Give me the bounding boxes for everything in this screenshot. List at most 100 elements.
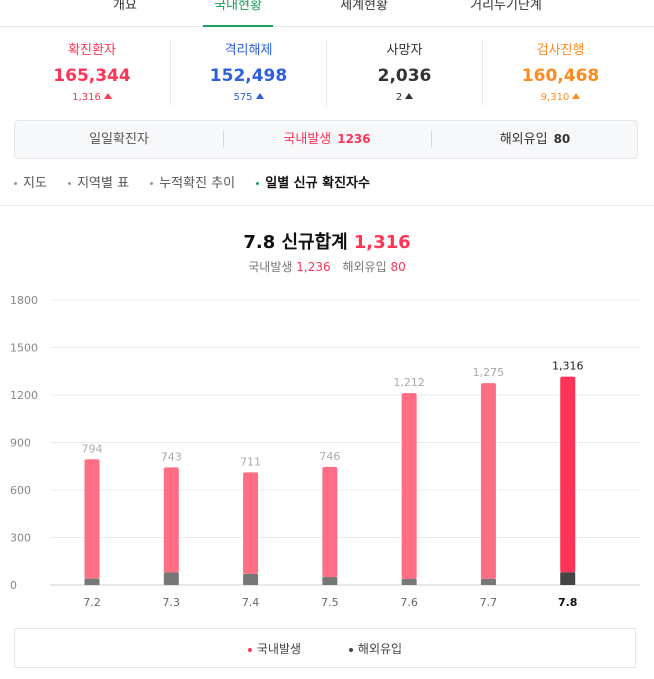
bar-domestic <box>480 383 496 579</box>
stat-testing: 검사진행 160,468 9,310 <box>482 40 638 106</box>
daily-domestic-value: 1236 <box>337 132 371 146</box>
x-tick-label: 7.2 <box>83 596 101 609</box>
top-tab-bar: 개요 국내현황 세계현황 거리두기단계 <box>0 0 654 27</box>
daily-overseas: 해외유입 80 <box>431 121 639 158</box>
bar-overseas <box>480 578 496 585</box>
y-tick-label: 300 <box>10 532 31 545</box>
subnav-label: 누적확진 추이 <box>159 176 236 191</box>
subtitle-overseas-value: 80 <box>390 260 406 274</box>
bullet-icon <box>14 182 17 185</box>
stat-confirmed: 확진환자 165,344 1,316 <box>14 40 170 106</box>
daily-domestic: 국내발생 1236 <box>223 121 431 158</box>
tab-overview[interactable]: 개요 <box>113 0 137 13</box>
bar-overseas <box>401 578 417 585</box>
bar-value-label: 1,275 <box>473 366 505 379</box>
x-tick-label: 7.4 <box>242 596 260 609</box>
bar-value-label: 1,316 <box>552 360 584 373</box>
bar-domestic <box>163 467 179 573</box>
subnav-daily-new-cases[interactable]: 일별 신규 확진자수 <box>256 172 370 191</box>
daily-confirmed-bar: 일일확진자 국내발생 1236 해외유입 80 <box>14 120 638 159</box>
bar-value-label: 794 <box>82 442 103 455</box>
chart-title: 7.8 신규합계 1,316 <box>0 228 654 254</box>
up-arrow-icon <box>255 93 264 99</box>
stat-value: 160,468 <box>521 66 600 86</box>
legend-item-overseas: 해외유입 <box>348 629 403 669</box>
tab-domestic-status[interactable]: 국내현황 <box>168 0 308 27</box>
subnav-label: 지역별 표 <box>77 176 130 191</box>
up-arrow-icon <box>103 93 112 99</box>
subnav-label: 일별 신규 확진자수 <box>265 176 370 191</box>
legend-item-domestic: 국내발생 <box>247 629 302 669</box>
stat-value: 152,498 <box>209 66 288 86</box>
bar-domestic <box>560 376 576 573</box>
y-tick-label: 900 <box>10 437 31 450</box>
subnav-map[interactable]: 지도 <box>14 172 47 191</box>
bar-domestic <box>322 466 338 578</box>
stat-deaths: 사망자 2,036 2 <box>326 40 482 106</box>
chart-title-prefix: 7.8 신규합계 <box>243 232 348 253</box>
bullet-icon <box>68 182 72 185</box>
bar-value-label: 1,212 <box>393 376 425 389</box>
stat-change-value: 1,316 <box>72 92 101 103</box>
stat-change: 2 <box>327 91 482 105</box>
sub-navigation: 지도 지역별 표 누적확진 추이 일별 신규 확진자수 <box>14 172 387 192</box>
stat-value: 165,344 <box>53 66 131 86</box>
bar-overseas <box>322 577 338 585</box>
legend-label: 해외유입 <box>357 642 403 656</box>
chart-title-value: 1,316 <box>353 232 411 253</box>
stat-value: 2,036 <box>377 66 432 86</box>
stat-change-value: 575 <box>233 92 253 103</box>
tab-world-status[interactable]: 세계현황 <box>340 0 388 13</box>
subtitle-domestic-value: 1,236 <box>296 260 331 274</box>
stat-change-value: 9,310 <box>540 92 570 103</box>
x-tick-label: 7.8 <box>558 596 578 609</box>
tab-distancing-level[interactable]: 거리두기단계 <box>470 0 542 13</box>
subnav-label: 지도 <box>23 176 47 191</box>
up-arrow-icon <box>405 93 414 99</box>
subtitle-overseas-label: 해외유입 <box>342 260 387 274</box>
daily-total-label: 일일확진자 <box>89 132 149 147</box>
legend-dot-icon <box>247 647 252 652</box>
bar-domestic <box>401 393 417 579</box>
daily-cases-bar-chart: 0 300 600 900 1200 1500 1800 794 7.2 743 7.3 711 7.4… <box>10 294 640 609</box>
bar-overseas <box>84 578 100 585</box>
subnav-region-table[interactable]: 지역별 표 <box>68 172 129 191</box>
bullet-icon <box>150 182 154 185</box>
chart-legend: 국내발생 해외유입 <box>14 628 636 668</box>
stat-released: 격리해제 152,498 575 <box>170 40 326 106</box>
section-divider <box>0 205 654 206</box>
bar-overseas <box>163 572 179 585</box>
bar-domestic <box>84 459 100 579</box>
bar-value-label: 743 <box>161 450 182 463</box>
daily-overseas-label: 해외유입 <box>499 132 548 147</box>
x-tick-label: 7.6 <box>400 596 418 609</box>
summary-stats: 확진환자 165,344 1,316 격리해제 152,498 575 사망자 … <box>14 40 638 106</box>
bar-domestic <box>243 472 259 574</box>
stat-label: 검사진행 <box>536 43 585 58</box>
subtitle-domestic-label: 국내발생 <box>248 260 293 274</box>
up-arrow-icon <box>572 93 581 99</box>
stat-change: 9,310 <box>483 91 638 105</box>
daily-domestic-label: 국내발생 <box>283 132 332 147</box>
stat-label: 사망자 <box>386 43 423 58</box>
y-tick-label: 1200 <box>10 389 38 402</box>
stat-change: 575 <box>171 91 326 105</box>
stat-change: 1,316 <box>14 91 170 105</box>
x-tick-label: 7.5 <box>321 596 339 609</box>
stat-change-value: 2 <box>395 92 403 103</box>
bar-value-label: 711 <box>240 455 261 468</box>
y-tick-label: 1800 <box>10 294 38 307</box>
stat-label: 격리해제 <box>224 43 273 58</box>
bar-overseas <box>243 573 259 585</box>
legend-label: 국내발생 <box>256 642 302 656</box>
stat-label: 확진환자 <box>68 43 116 58</box>
bar-value-label: 746 <box>319 450 340 463</box>
y-tick-label: 0 <box>10 579 17 592</box>
x-tick-label: 7.3 <box>163 596 181 609</box>
subnav-cumulative-trend[interactable]: 누적확진 추이 <box>150 172 235 191</box>
bullet-icon <box>256 182 260 185</box>
x-tick-label: 7.7 <box>480 596 498 609</box>
legend-dot-icon <box>348 647 353 652</box>
daily-overseas-value: 80 <box>553 132 571 146</box>
y-tick-label: 1500 <box>10 342 38 355</box>
